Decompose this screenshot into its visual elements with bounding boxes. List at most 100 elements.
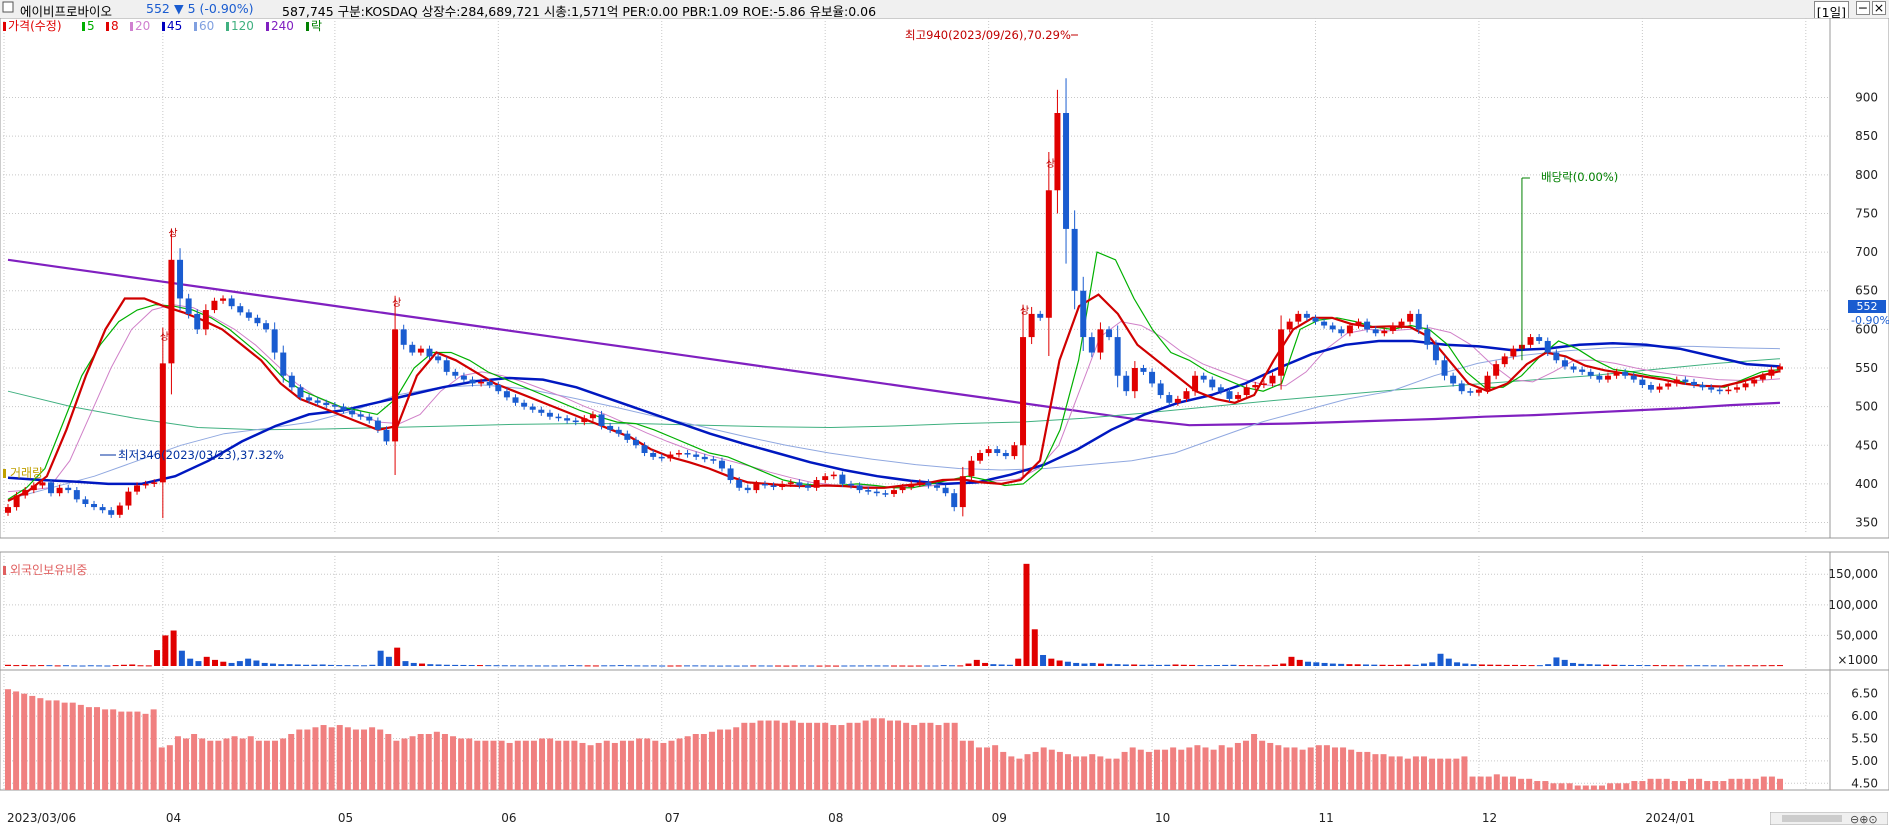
candle-body bbox=[1733, 387, 1740, 390]
volume-bar bbox=[899, 665, 906, 667]
volume-bar bbox=[1586, 664, 1593, 666]
volume-bar bbox=[1702, 665, 1709, 667]
candle-body bbox=[254, 317, 261, 324]
candle-body bbox=[787, 482, 794, 484]
foreign-bar bbox=[943, 722, 950, 790]
candle-body bbox=[194, 313, 201, 330]
volume-bar bbox=[1379, 664, 1386, 666]
foreign-bar bbox=[53, 700, 60, 790]
volume-bar bbox=[990, 664, 997, 666]
candle-body bbox=[1217, 387, 1224, 392]
volume-bar bbox=[1594, 664, 1601, 666]
foreign-bar bbox=[1129, 747, 1136, 790]
foreign-bar bbox=[733, 727, 740, 790]
foreign-bar bbox=[312, 727, 319, 790]
foreign-bar bbox=[1679, 781, 1686, 790]
ma60-line bbox=[7, 345, 1781, 500]
foreign-bar bbox=[328, 727, 335, 790]
foreign-bar bbox=[1210, 749, 1217, 790]
foreign-bar bbox=[1331, 747, 1338, 790]
foreign-bar bbox=[288, 734, 295, 790]
candle-body bbox=[1183, 391, 1190, 399]
legend-ma-5: 5 bbox=[87, 19, 95, 33]
stock-stats: 587,745 구분:KOSDAQ 상장수:284,689,721 시총:1,5… bbox=[282, 4, 877, 19]
foreign-bar bbox=[571, 740, 578, 790]
candle-body bbox=[1346, 325, 1353, 334]
volume-bar bbox=[982, 662, 989, 666]
candle-body bbox=[1192, 375, 1199, 392]
candle-body bbox=[1106, 329, 1113, 338]
volume-bar bbox=[824, 665, 831, 667]
volume-bar bbox=[1768, 665, 1775, 667]
scroll-thumb[interactable] bbox=[1782, 815, 1842, 822]
foreign-bar bbox=[417, 734, 424, 790]
chart-scrollbar[interactable]: ⊖⊕⊙ bbox=[1770, 812, 1888, 825]
foreign-bars-layer bbox=[5, 689, 1783, 790]
candle-body bbox=[1665, 383, 1672, 387]
volume-bar bbox=[1396, 664, 1403, 666]
close-button[interactable]: × bbox=[1872, 0, 1886, 15]
candle-body bbox=[822, 476, 829, 481]
volume-bar bbox=[775, 665, 782, 667]
foreign-bar bbox=[1590, 785, 1597, 790]
volume-bar bbox=[1644, 665, 1651, 667]
volume-bar bbox=[261, 662, 268, 666]
legend-price-label: 가격(수정) bbox=[8, 19, 62, 33]
foreign-bar bbox=[433, 731, 440, 790]
volume-bar bbox=[609, 665, 616, 667]
volume-bar bbox=[1313, 662, 1320, 666]
period-selector[interactable]: [1일] bbox=[1813, 1, 1849, 22]
volume-bar bbox=[1520, 665, 1527, 667]
foreign-bar bbox=[927, 722, 934, 790]
foreign-bar bbox=[1558, 783, 1565, 790]
candle-body bbox=[564, 418, 571, 421]
minimize-button[interactable]: − bbox=[1856, 0, 1870, 15]
volume-bar bbox=[410, 662, 417, 666]
foreign-bar bbox=[1639, 781, 1646, 790]
volume-bar bbox=[1536, 665, 1543, 667]
candle-body bbox=[830, 474, 837, 477]
foreign-bar bbox=[1105, 758, 1112, 790]
volume-bar bbox=[71, 665, 78, 667]
volume-bar bbox=[1155, 664, 1162, 666]
volume-bar bbox=[1404, 664, 1411, 666]
legend-ma-45: 45 bbox=[167, 19, 182, 33]
volume-bar bbox=[1238, 665, 1245, 667]
volume-bar bbox=[932, 665, 939, 667]
candle-body bbox=[1355, 321, 1362, 326]
foreign-bar bbox=[1429, 758, 1436, 790]
foreign-bar bbox=[886, 720, 893, 790]
volume-bar bbox=[29, 665, 36, 667]
candle-body bbox=[1553, 352, 1560, 361]
candle-body bbox=[116, 505, 123, 515]
candle-body bbox=[1097, 329, 1104, 353]
candle-body bbox=[108, 510, 115, 515]
foreign-bar bbox=[1445, 758, 1452, 790]
zoom-icons[interactable]: ⊖⊕⊙ bbox=[1850, 813, 1878, 825]
foreign-bar bbox=[1040, 747, 1047, 790]
volume-bar bbox=[1669, 665, 1676, 667]
foreign-tick-label: 6.50 bbox=[1851, 687, 1878, 701]
volume-bar bbox=[311, 664, 318, 666]
foreign-bar bbox=[344, 727, 351, 790]
legend-ma-marker bbox=[226, 22, 229, 31]
candle-body bbox=[1510, 348, 1517, 357]
foreign-bar bbox=[1226, 747, 1233, 790]
volume-bar bbox=[948, 665, 955, 667]
x-tick-label: 10 bbox=[1155, 811, 1170, 825]
volume-bar bbox=[1685, 665, 1692, 667]
foreign-bar bbox=[1242, 740, 1249, 790]
volume-bar bbox=[112, 665, 119, 667]
upper-limit-mark: 상 bbox=[168, 228, 177, 240]
candle-body bbox=[1002, 453, 1009, 457]
candle-body bbox=[727, 468, 734, 481]
candle-body bbox=[486, 381, 493, 385]
legend-ma-60: 60 bbox=[199, 19, 214, 33]
foreign-bar bbox=[708, 731, 715, 790]
candle-body bbox=[306, 397, 313, 401]
foreign-bar bbox=[1299, 749, 1306, 790]
candle-body bbox=[650, 453, 657, 457]
foreign-bar bbox=[1760, 776, 1767, 790]
candle-body bbox=[503, 391, 510, 398]
volume-bar bbox=[394, 647, 401, 666]
